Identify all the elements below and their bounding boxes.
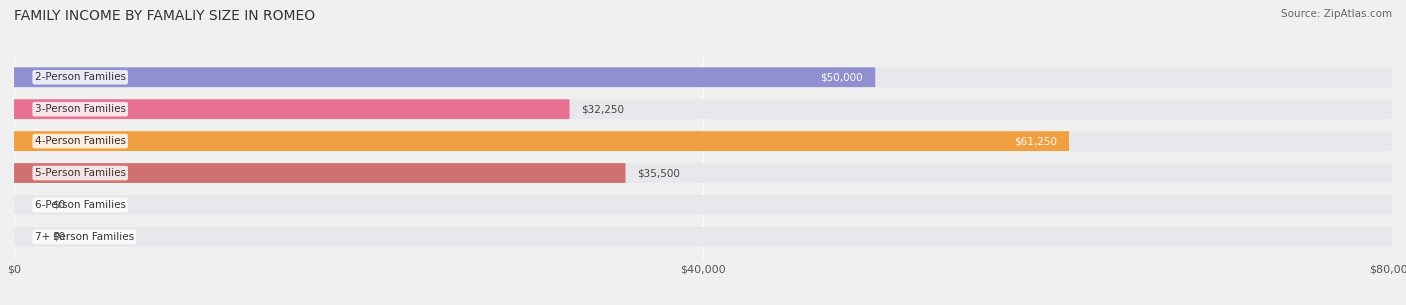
FancyBboxPatch shape [14,99,1392,119]
Text: $0: $0 [52,232,65,242]
Text: 2-Person Families: 2-Person Families [35,72,125,82]
Text: 5-Person Families: 5-Person Families [35,168,125,178]
FancyBboxPatch shape [14,67,876,87]
FancyBboxPatch shape [14,131,1069,151]
Text: FAMILY INCOME BY FAMALIY SIZE IN ROMEO: FAMILY INCOME BY FAMALIY SIZE IN ROMEO [14,9,315,23]
Text: Source: ZipAtlas.com: Source: ZipAtlas.com [1281,9,1392,19]
FancyBboxPatch shape [14,131,1392,151]
Text: $50,000: $50,000 [821,72,863,82]
FancyBboxPatch shape [14,163,626,183]
FancyBboxPatch shape [14,163,1392,183]
Text: $0: $0 [52,200,65,210]
Text: 3-Person Families: 3-Person Families [35,104,125,114]
FancyBboxPatch shape [14,67,1392,87]
Text: $61,250: $61,250 [1014,136,1057,146]
Text: 4-Person Families: 4-Person Families [35,136,125,146]
Text: $35,500: $35,500 [637,168,681,178]
FancyBboxPatch shape [14,227,1392,247]
Text: 7+ Person Families: 7+ Person Families [35,232,134,242]
FancyBboxPatch shape [14,99,569,119]
Text: 6-Person Families: 6-Person Families [35,200,125,210]
FancyBboxPatch shape [14,195,1392,215]
Text: $32,250: $32,250 [582,104,624,114]
